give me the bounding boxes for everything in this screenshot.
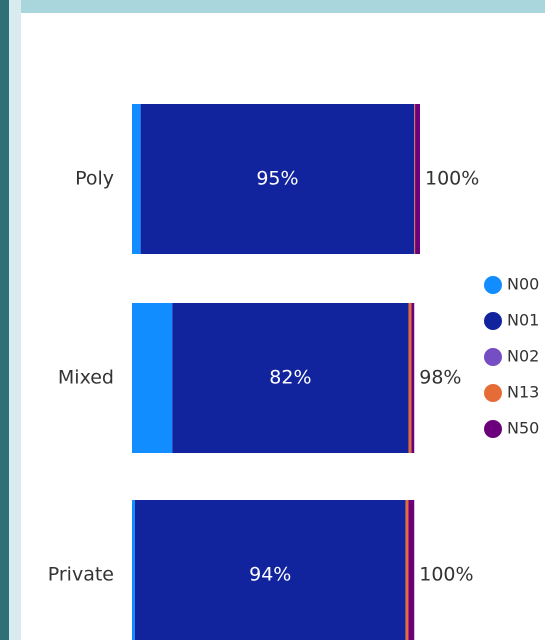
legend-marker-n13 [484,384,502,402]
bar-mixed-n00 [132,303,173,453]
bar-private-n00 [132,500,135,640]
legend-marker-n00 [484,276,502,294]
category-label-mixed: Mixed [58,367,114,389]
bar-mixed-n01 [172,303,409,453]
bar-mixed-n50 [411,303,415,453]
bar-private-n13 [405,500,409,640]
total-label-poly: 100% [425,168,479,190]
panel-top-band [21,0,545,13]
legend-label-n00: N00 [507,275,539,294]
bar-poly-n13 [414,104,416,254]
bar-poly-n50 [415,104,420,254]
legend-marker-n02 [484,348,502,366]
data-label-mixed: 82% [269,367,311,389]
panel-left-edge [0,0,9,640]
bar-poly-n00 [132,104,141,254]
legend-label-n01: N01 [507,311,539,330]
bar-private-n50 [408,500,415,640]
bar-private-n01 [134,500,406,640]
bar-poly-n01 [140,104,415,254]
category-label-private: Private [48,564,114,586]
panel-left-strip [9,0,21,640]
data-label-poly: 95% [256,168,298,190]
total-label-private: 100% [419,564,473,586]
total-label-mixed: 98% [419,367,461,389]
category-label-poly: Poly [75,168,114,190]
data-label-private: 94% [249,564,291,586]
legend-label-n13: N13 [507,383,539,402]
legend-marker-n50 [484,420,502,438]
legend-label-n50: N50 [507,419,539,438]
bar-mixed-n13 [408,303,412,453]
legend-marker-n01 [484,312,502,330]
legend-label-n02: N02 [507,347,539,366]
